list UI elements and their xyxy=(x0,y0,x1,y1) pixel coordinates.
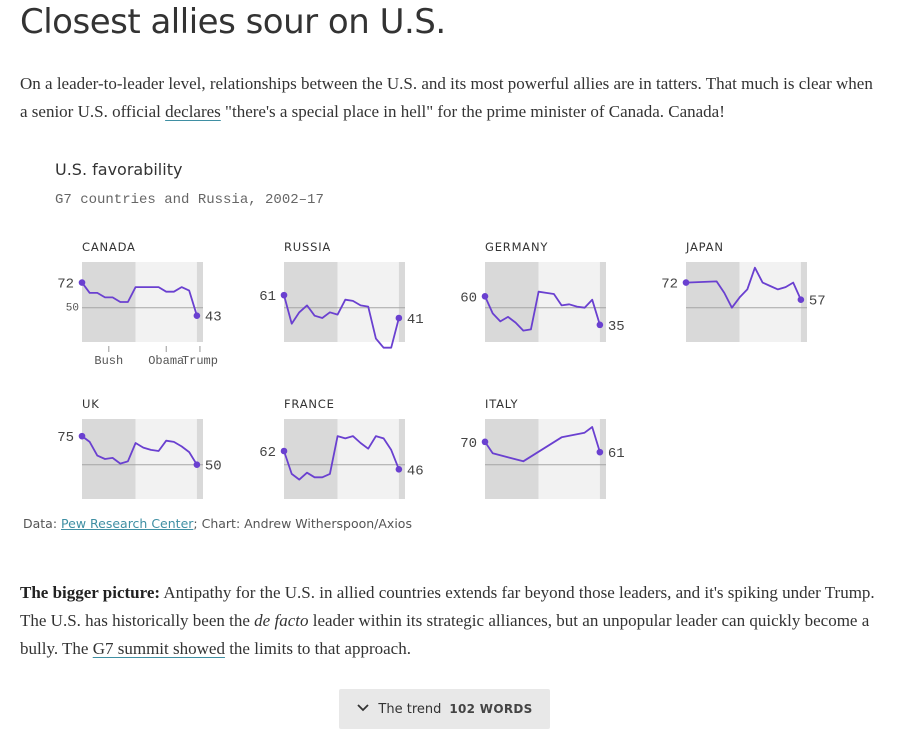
era-band-trump xyxy=(599,262,606,342)
era-band-obama xyxy=(538,419,600,499)
era-band-bush xyxy=(686,262,740,342)
era-label-bush: Bush xyxy=(94,354,123,368)
era-band-obama xyxy=(135,262,197,342)
chart-title: U.S. favorability xyxy=(55,160,183,179)
era-band-obama xyxy=(337,419,399,499)
series-line xyxy=(283,435,400,481)
country-label: UK xyxy=(82,397,100,411)
era-band-bush xyxy=(284,419,338,499)
era-band-trump xyxy=(196,262,203,342)
end-point xyxy=(193,461,201,469)
series-line xyxy=(685,266,802,309)
era-band-trump xyxy=(398,419,405,499)
country-label: GERMANY xyxy=(485,240,548,254)
start-point xyxy=(682,279,690,286)
series-line xyxy=(283,294,400,349)
country-label: JAPAN xyxy=(685,240,724,254)
chevron-down-icon xyxy=(356,702,370,717)
series-line xyxy=(81,282,198,316)
end-value-label: 43 xyxy=(205,310,222,326)
end-value-label: 61 xyxy=(608,446,625,462)
intro-paragraph: On a leader-to-leader level, relationshi… xyxy=(20,70,880,126)
the-trend-button[interactable]: The trend 102 WORDS xyxy=(339,689,550,729)
de-facto-italic: de facto xyxy=(254,611,309,630)
start-value-label: 75 xyxy=(57,430,74,446)
start-value-label: 72 xyxy=(57,277,74,293)
headline: Closest allies sour on U.S. xyxy=(20,2,446,42)
end-point xyxy=(395,465,403,473)
declares-link[interactable]: declares xyxy=(165,102,221,121)
end-point xyxy=(596,321,604,329)
bigger-picture-lead: The bigger picture: xyxy=(20,583,161,602)
panel-germany: GERMANY 60 35 xyxy=(460,240,625,342)
era-band-trump xyxy=(196,419,203,499)
chart-subtitle: G7 countries and Russia, 2002–17 xyxy=(55,192,324,208)
chart-source: Data: Pew Research Center; Chart: Andrew… xyxy=(23,516,412,531)
end-point xyxy=(395,314,403,322)
series-line xyxy=(484,426,601,463)
era-band-bush xyxy=(485,262,539,342)
start-value-label: 72 xyxy=(661,277,678,293)
start-value-label: 61 xyxy=(259,289,276,305)
start-value-label: 60 xyxy=(460,290,477,306)
panel-italy: ITALY 70 61 xyxy=(460,397,625,499)
end-value-label: 46 xyxy=(407,463,424,479)
end-point xyxy=(193,312,201,320)
end-point xyxy=(797,296,805,304)
panel-uk: UK 75 50 xyxy=(57,397,222,499)
era-label-trump: Trump xyxy=(182,354,218,368)
source-prefix: Data: xyxy=(23,516,62,531)
trend-label: The trend xyxy=(378,701,442,717)
intro-text-end: "there's a special place in hell" for th… xyxy=(220,102,725,121)
end-value-label: 57 xyxy=(809,294,826,310)
era-band-trump xyxy=(599,419,606,499)
country-label: FRANCE xyxy=(284,397,335,411)
series-line xyxy=(484,290,601,332)
panel-japan: JAPAN 72 57 xyxy=(661,240,826,342)
start-value-label: 70 xyxy=(460,436,477,452)
panel-russia: RUSSIA 61 41 xyxy=(259,240,424,349)
source-suffix: ; Chart: Andrew Witherspoon/Axios xyxy=(193,516,412,531)
era-band-trump xyxy=(800,262,807,342)
country-label: ITALY xyxy=(485,397,518,411)
bigger-text-1: Antipathy for the U.S. in allied countri… xyxy=(20,583,875,630)
start-point xyxy=(481,438,489,446)
series-line xyxy=(81,435,198,466)
era-band-obama xyxy=(135,419,197,499)
country-label: RUSSIA xyxy=(284,240,331,254)
start-point xyxy=(78,432,86,440)
word-count: 102 WORDS xyxy=(449,702,533,716)
start-point xyxy=(280,291,288,299)
pew-research-link[interactable]: Pew Research Center xyxy=(61,516,194,531)
bigger-text-3: the limits to that approach. xyxy=(224,639,411,658)
bigger-picture-paragraph: The bigger picture: Antipathy for the U.… xyxy=(20,579,880,663)
end-point xyxy=(596,448,604,456)
era-label-obama: Obama xyxy=(148,354,184,368)
reference-label: 50 xyxy=(66,303,79,315)
start-value-label: 62 xyxy=(259,445,276,461)
bigger-text-2: leader within its strategic alliances, b… xyxy=(20,611,870,658)
start-point xyxy=(78,279,86,286)
era-band-obama xyxy=(337,262,399,342)
intro-text: On a leader-to-leader level, relationshi… xyxy=(20,74,873,121)
era-band-bush xyxy=(284,262,338,342)
end-value-label: 35 xyxy=(608,319,625,335)
era-band-obama xyxy=(739,262,801,342)
end-value-label: 50 xyxy=(205,459,222,475)
start-point xyxy=(481,292,489,300)
era-band-trump xyxy=(398,262,405,342)
g7-summit-link[interactable]: G7 summit showed xyxy=(92,639,225,658)
panel-france: FRANCE 62 46 xyxy=(259,397,424,499)
end-value-label: 41 xyxy=(407,312,424,328)
start-point xyxy=(280,447,288,455)
country-label: CANADA xyxy=(82,240,136,254)
